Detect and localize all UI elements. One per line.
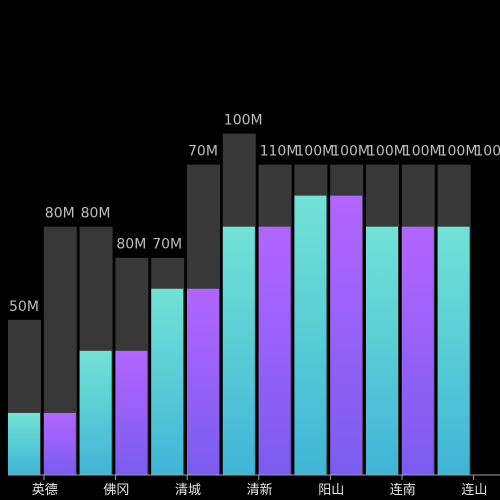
x-tick-label: 英德 bbox=[32, 483, 58, 498]
value-label: 80M bbox=[81, 206, 111, 222]
teal-bar bbox=[8, 412, 40, 475]
purple-bar bbox=[43, 412, 76, 475]
x-tick-label: 连山 bbox=[461, 482, 487, 498]
x-tick-labels-group: 英德 佛冈 清城 清新 阳山 连南 连山 bbox=[32, 475, 487, 498]
purple-bar bbox=[258, 226, 291, 475]
value-label: 110M bbox=[260, 144, 299, 160]
teal-bar bbox=[222, 226, 255, 475]
purple-bar bbox=[330, 195, 363, 475]
value-label: 100M bbox=[367, 144, 406, 160]
purple-bar bbox=[187, 288, 219, 475]
x-tick-label: 清城 bbox=[175, 483, 201, 498]
value-label: 50M bbox=[9, 299, 39, 315]
teal-bar bbox=[437, 226, 470, 475]
value-label: 80M bbox=[45, 206, 75, 222]
value-label: 100M bbox=[439, 144, 478, 160]
purple-bar bbox=[401, 226, 434, 475]
bars-group bbox=[8, 133, 471, 475]
value-label: 70M bbox=[188, 144, 218, 160]
value-label: 70M bbox=[152, 237, 182, 253]
x-tick-label: 阳山 bbox=[318, 483, 344, 498]
value-label: 100M bbox=[474, 144, 500, 160]
x-tick-label: 连南 bbox=[390, 482, 416, 498]
value-label: 100M bbox=[224, 113, 263, 129]
purple-bar bbox=[115, 350, 148, 475]
x-tick-label: 清新 bbox=[247, 482, 273, 498]
value-label: 100M bbox=[331, 144, 370, 160]
teal-bar bbox=[366, 226, 398, 475]
teal-bar bbox=[79, 350, 112, 475]
teal-bar bbox=[151, 288, 184, 475]
teal-bar bbox=[294, 195, 327, 475]
value-label: 80M bbox=[116, 237, 146, 253]
value-label: 100M bbox=[295, 144, 334, 160]
x-tick-label: 佛冈 bbox=[103, 483, 129, 498]
value-label: 100M bbox=[403, 144, 442, 160]
